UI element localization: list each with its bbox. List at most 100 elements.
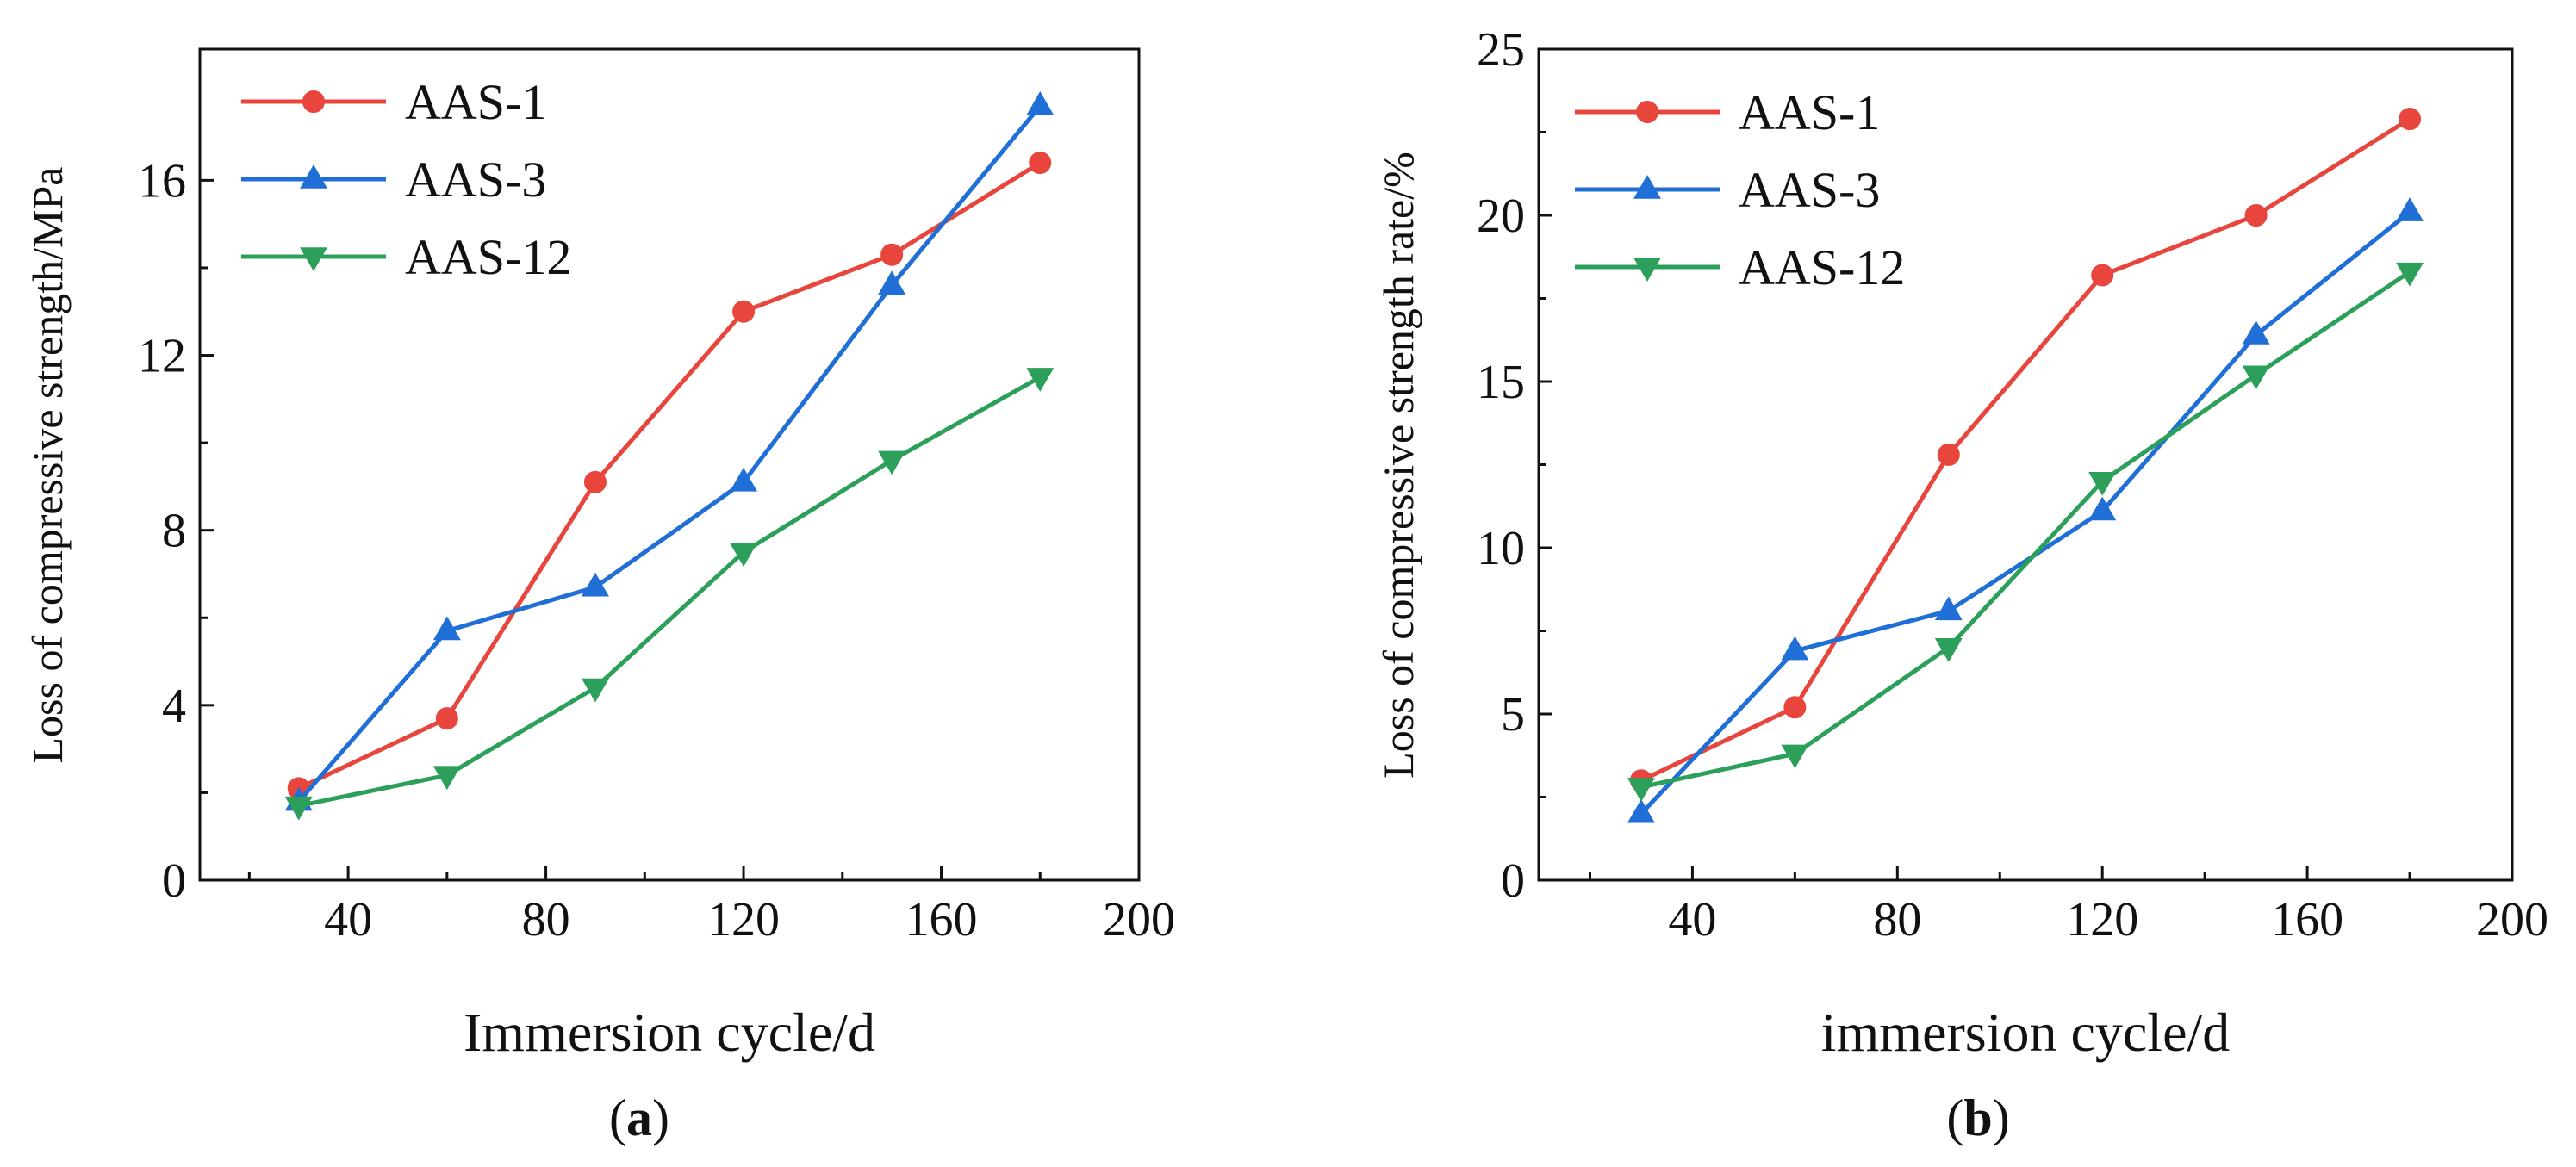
data-point-a-AAS-3-90 (581, 572, 609, 597)
y-tick-label-b-10: 10 (1477, 522, 1525, 575)
x-tick-label-b-80: 80 (1873, 893, 1921, 947)
legend-item-a-AAS-1: AAS-1 (241, 74, 546, 130)
legend-label-a-AAS-12: AAS-12 (405, 229, 571, 285)
ticks-b: 40 80 120 160 200 0 5 10 15 20 25 (1477, 23, 2548, 947)
series-layer-a (284, 91, 1055, 821)
x-tick-label-a-40: 40 (324, 893, 372, 947)
data-point-a-AAS-3-180 (1026, 91, 1055, 115)
data-point-a-AAS-1-180 (1029, 152, 1052, 175)
legend-item-b-AAS-12: AAS-12 (1575, 239, 1905, 295)
chart-panel-a: 40 80 120 160 200 0 4 8 12 16 AAS-1 AAS-3 AAS-12 Im… (23, 47, 1175, 1146)
data-point-a-AAS-12-180 (1026, 368, 1055, 392)
data-point-b-AAS-3-90 (1934, 596, 1963, 621)
x-axis-title-a: Immersion cycle/d (464, 1002, 875, 1063)
x-tick-label-a-200: 200 (1103, 893, 1175, 947)
data-point-b-AAS-12-60 (1781, 744, 1809, 769)
series-layer-b (1627, 108, 2424, 823)
series-line-b-AAS-12 (1640, 270, 2411, 790)
y-tick-label-a-12: 12 (138, 330, 186, 383)
data-point-a-AAS-12-120 (730, 543, 758, 568)
y-tick-label-b-20: 20 (1477, 189, 1525, 243)
data-point-b-AAS-12-120 (2088, 472, 2117, 496)
legend-b: AAS-1 AAS-3 AAS-12 (1575, 84, 1905, 295)
legend-marker-b-AAS-12 (1633, 258, 1661, 282)
data-point-b-AAS-3-120 (2088, 496, 2117, 521)
series-a-AAS-12 (284, 368, 1055, 821)
series-a-AAS-1 (287, 152, 1052, 800)
panel-letter-b: b (1963, 1089, 1992, 1146)
legend-marker-b-AAS-1 (1636, 101, 1658, 123)
data-point-a-AAS-12-30 (284, 796, 313, 821)
data-point-a-AAS-1-120 (732, 300, 756, 323)
data-point-b-AAS-3-60 (1781, 636, 1809, 661)
legend-item-b-AAS-1: AAS-1 (1575, 84, 1880, 140)
y-tick-label-a-16: 16 (138, 154, 186, 208)
data-point-b-AAS-12-180 (2396, 262, 2424, 287)
y-tick-label-a-4: 4 (162, 680, 186, 733)
data-point-a-AAS-12-90 (581, 678, 609, 703)
y-axis-title-a: Loss of compressive strength/MPa (23, 167, 72, 764)
series-b-AAS-12 (1627, 262, 2424, 802)
plot-frame-a (198, 47, 1141, 882)
x-tick-label-a-160: 160 (905, 893, 978, 947)
legend-item-a-AAS-12: AAS-12 (241, 229, 571, 285)
data-point-b-AAS-3-30 (1627, 798, 1655, 823)
series-a-AAS-3 (284, 91, 1055, 811)
data-point-b-AAS-12-150 (2242, 365, 2270, 390)
data-point-a-AAS-3-60 (432, 616, 461, 641)
x-tick-label-b-40: 40 (1668, 893, 1716, 947)
legend-item-b-AAS-3: AAS-3 (1575, 162, 1880, 218)
chart-panel-b: 40 80 120 160 200 0 5 10 15 20 25 AAS-1 AAS-3 AAS-12… (1374, 23, 2548, 1146)
legend-label-b-AAS-3: AAS-3 (1739, 162, 1880, 218)
x-axis-title-b: immersion cycle/d (1821, 1002, 2231, 1063)
ticks-a: 40 80 120 160 200 0 4 8 12 16 (138, 154, 1175, 947)
y-tick-label-b-25: 25 (1477, 23, 1525, 77)
y-tick-label-b-15: 15 (1477, 356, 1525, 409)
y-tick-label-b-0: 0 (1501, 854, 1525, 908)
data-point-b-AAS-1-150 (2244, 204, 2268, 227)
data-point-b-AAS-12-30 (1627, 778, 1655, 802)
panel-letter-a: a (626, 1089, 652, 1146)
data-point-b-AAS-1-180 (2399, 108, 2422, 131)
data-point-a-AAS-1-60 (435, 707, 458, 730)
x-tick-label-b-200: 200 (2476, 893, 2548, 947)
legend-label-a-AAS-1: AAS-1 (405, 74, 546, 130)
plot-frame-b (1537, 47, 2514, 882)
x-tick-label-b-120: 120 (2066, 893, 2138, 947)
x-tick-label-b-160: 160 (2271, 893, 2343, 947)
data-point-a-AAS-12-60 (432, 766, 461, 791)
series-line-a-AAS-3 (296, 104, 1042, 804)
y-tick-label-a-8: 8 (162, 505, 186, 558)
legend-marker-a-AAS-12 (300, 247, 327, 272)
data-point-a-AAS-3-150 (878, 270, 906, 295)
legend-label-b-AAS-12: AAS-12 (1739, 239, 1905, 295)
data-point-b-AAS-1-120 (2091, 264, 2114, 287)
legend-label-b-AAS-1: AAS-1 (1739, 84, 1880, 140)
y-tick-label-a-0: 0 (162, 854, 186, 908)
panel-label-b: (b) (1946, 1089, 2009, 1146)
series-b-AAS-3 (1627, 197, 2424, 823)
data-point-b-AAS-3-180 (2396, 197, 2424, 221)
y-tick-label-b-5: 5 (1501, 688, 1525, 742)
series-b-AAS-1 (1629, 108, 2422, 792)
x-tick-label-a-80: 80 (522, 893, 570, 947)
panel-label-a: (a) (609, 1089, 669, 1146)
series-line-b-AAS-1 (1640, 116, 2411, 783)
data-point-b-AAS-3-150 (2242, 320, 2270, 345)
y-axis-title-b: Loss of compressive strength rate/% (1374, 152, 1422, 779)
legend-marker-a-AAS-1 (302, 90, 325, 113)
legend-label-a-AAS-3: AAS-3 (405, 152, 546, 208)
data-point-b-AAS-12-90 (1934, 638, 1963, 662)
data-point-b-AAS-1-90 (1937, 443, 1960, 466)
legend-marker-b-AAS-3 (1633, 174, 1661, 199)
x-tick-label-a-120: 120 (707, 893, 780, 947)
legend-item-a-AAS-3: AAS-3 (241, 152, 546, 208)
data-point-a-AAS-1-90 (583, 470, 607, 493)
data-point-b-AAS-1-60 (1783, 696, 1807, 719)
data-point-a-AAS-12-150 (878, 450, 906, 475)
series-line-a-AAS-1 (297, 160, 1042, 791)
series-line-b-AAS-3 (1640, 210, 2411, 816)
data-point-a-AAS-3-120 (730, 467, 758, 492)
legend-marker-a-AAS-3 (300, 164, 327, 189)
